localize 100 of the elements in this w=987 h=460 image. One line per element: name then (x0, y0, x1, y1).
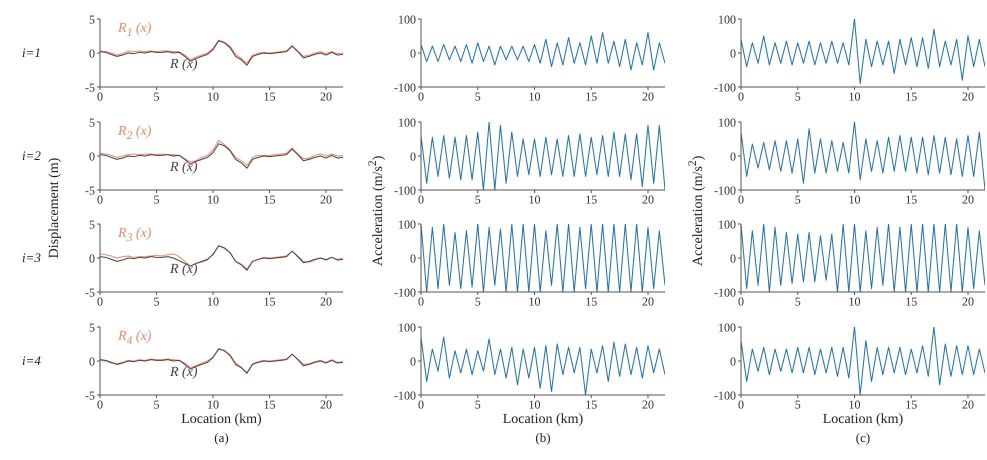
x-tick-label: 10 (848, 192, 860, 207)
y-tick-label: 0 (410, 251, 416, 266)
y-tick-label: 100 (398, 12, 416, 26)
x-axis-title: Location (km) (502, 412, 584, 428)
y-tick-label: 0 (89, 354, 95, 368)
y-tick-label: 100 (398, 115, 416, 130)
line-series (421, 32, 665, 70)
y-tick-label: -100 (714, 388, 736, 402)
x-tick-label: 10 (207, 294, 220, 309)
y-tick-label: -100 (394, 183, 416, 198)
x-tick-label: 5 (474, 294, 481, 309)
x-tick-label: 15 (585, 398, 598, 412)
x-tick-label: 5 (794, 398, 801, 412)
line-series (421, 122, 665, 190)
x-tick-label: 5 (474, 192, 481, 207)
series-label: R (x) (170, 57, 198, 73)
x-tick-label: 10 (207, 90, 220, 104)
x-tick-label: 20 (320, 398, 332, 412)
y-tick-label: 0 (730, 46, 736, 60)
x-tick-label: 5 (474, 90, 481, 104)
x-tick-label: 5 (154, 398, 160, 412)
x-tick-label: 20 (962, 294, 974, 309)
y-tick-label: 100 (718, 12, 736, 26)
y-tick-label: -5 (85, 80, 95, 94)
x-tick-label: 15 (905, 294, 918, 309)
x-tick-label: 5 (794, 192, 801, 207)
y-tick-label: 0 (89, 251, 95, 266)
y-tick-label: 5 (89, 12, 95, 26)
y-tick-label: 0 (730, 149, 736, 164)
y-tick-label: 100 (718, 320, 736, 334)
text: (b) (534, 430, 552, 445)
x-tick-label: 15 (585, 192, 598, 207)
series-label: R (x) (170, 160, 198, 176)
y-tick-label: -5 (85, 285, 95, 300)
x-tick-label: 20 (642, 90, 654, 104)
y-tick-label: 5 (89, 217, 95, 232)
x-tick-label: 20 (642, 398, 654, 412)
y-tick-label: 0 (730, 251, 736, 266)
y-tick-label: -100 (714, 80, 736, 94)
x-tick-label: 5 (154, 294, 160, 309)
x-tick-label: 15 (905, 192, 918, 207)
y-tick-label: 0 (89, 149, 95, 164)
x-tick-label: 10 (528, 294, 540, 309)
y-axis-title: Displacement (m) (46, 156, 63, 260)
line-series (741, 327, 985, 395)
x-tick-label: 10 (207, 192, 220, 207)
x-axis-title: Location (km) (822, 412, 904, 428)
y-tick-label: 100 (398, 320, 416, 334)
series-label: R$_{4}$ (x) (118, 329, 152, 349)
text: i=4 (22, 353, 42, 369)
x-tick-label: 5 (794, 294, 801, 309)
text: i=2 (22, 148, 41, 163)
line-series (741, 19, 985, 84)
x-tick-label: 5 (154, 192, 160, 207)
y-tick-label: -100 (394, 80, 416, 94)
x-tick-label: 20 (642, 192, 654, 207)
x-tick-label: 15 (905, 398, 918, 412)
x-axis-title: Location (km) (180, 412, 263, 428)
x-tick-label: 10 (848, 398, 860, 412)
series-label: R (x) (170, 262, 198, 278)
y-tick-label: 5 (89, 320, 95, 334)
x-tick-label: 5 (794, 90, 801, 104)
x-tick-label: 15 (264, 294, 276, 309)
x-tick-label: 5 (154, 90, 160, 104)
x-tick-label: 20 (320, 192, 332, 207)
series-label: R$_{1}$ (x) (118, 21, 152, 41)
x-tick-label: 20 (320, 90, 332, 104)
y-tick-label: 100 (718, 217, 736, 232)
y-tick-label: -5 (85, 388, 95, 402)
y-tick-label: 0 (410, 46, 416, 60)
x-tick-label: 10 (848, 294, 860, 309)
line-series (741, 224, 985, 292)
x-tick-label: 10 (848, 90, 860, 104)
x-tick-label: 15 (585, 294, 598, 309)
x-tick-label: 20 (962, 90, 974, 104)
x-tick-label: 10 (528, 90, 540, 104)
series-label: R (x) (170, 365, 198, 381)
x-tick-label: 5 (474, 398, 481, 412)
y-tick-label: -100 (394, 285, 416, 300)
y-tick-label: 100 (718, 115, 736, 130)
x-tick-label: 20 (642, 294, 654, 309)
line-series (741, 122, 985, 190)
text: i=1 (22, 45, 42, 61)
line-series (421, 224, 665, 292)
y-tick-label: 0 (730, 354, 736, 368)
y-tick-label: -100 (714, 183, 736, 198)
y-tick-label: 100 (398, 217, 416, 232)
x-tick-label: 15 (905, 90, 918, 104)
x-tick-label: 10 (207, 398, 220, 412)
series-label: R$_{3}$ (x) (118, 226, 152, 246)
x-tick-label: 10 (528, 398, 540, 412)
x-tick-label: 15 (264, 192, 276, 207)
y-tick-label: 0 (410, 149, 416, 164)
y-tick-label: 0 (89, 46, 95, 60)
y-tick-label: 5 (89, 115, 95, 130)
text: (a) (213, 430, 230, 445)
x-tick-label: 15 (264, 398, 276, 412)
y-tick-label: 0 (410, 354, 416, 368)
y-tick-label: -100 (714, 285, 736, 300)
x-tick-label: 20 (962, 192, 974, 207)
